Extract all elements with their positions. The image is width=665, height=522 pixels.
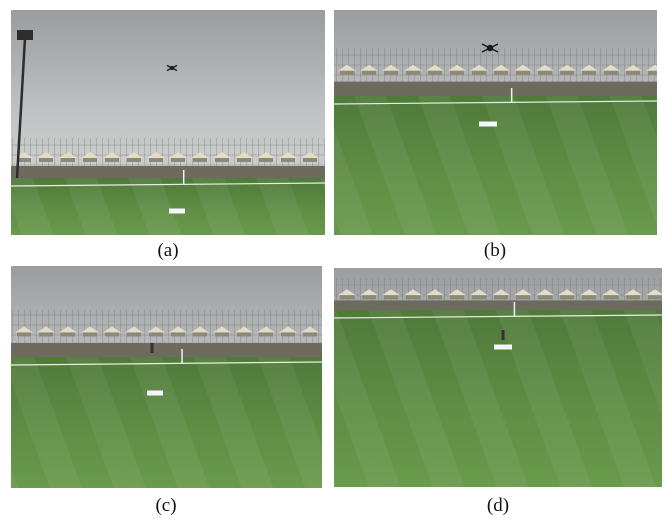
photo — [334, 268, 664, 487]
tent-base — [604, 295, 618, 299]
grass-stripes — [334, 96, 657, 235]
tent-base — [127, 332, 141, 336]
tent-base — [494, 71, 508, 75]
landing-pad — [494, 345, 512, 350]
floodlight — [17, 30, 33, 40]
tent-base — [171, 158, 185, 162]
figure: (a) (b) (c) (d) — [0, 0, 665, 522]
tent-base — [83, 158, 97, 162]
wall — [334, 300, 662, 310]
tent-base — [39, 158, 53, 162]
tent-base — [604, 71, 618, 75]
tent-base — [303, 332, 317, 336]
grass-stripes — [11, 178, 325, 235]
tent-base — [340, 71, 354, 75]
tent-base — [582, 71, 596, 75]
fence — [11, 310, 322, 343]
grass-stripes — [334, 310, 662, 487]
tent-base — [428, 295, 442, 299]
drone-body — [170, 66, 174, 70]
tent-base — [105, 332, 119, 336]
tent-base — [171, 332, 185, 336]
tent-base — [406, 71, 420, 75]
tent-base — [472, 71, 486, 75]
tent-base — [648, 295, 662, 299]
tent-base — [61, 158, 75, 162]
photo — [11, 10, 341, 235]
person — [502, 330, 505, 340]
tent-base — [450, 295, 464, 299]
tent-base — [17, 332, 31, 336]
tent-base — [494, 295, 508, 299]
tent-base — [83, 332, 97, 336]
tent-base — [362, 295, 376, 299]
tent-base — [472, 295, 486, 299]
tent-base — [538, 71, 552, 75]
tent-base — [193, 332, 207, 336]
landing-pad — [479, 122, 497, 127]
tent-base — [384, 295, 398, 299]
tent-base — [516, 71, 530, 75]
tent-base — [281, 158, 295, 162]
tent-base — [560, 295, 574, 299]
tent-base — [259, 158, 273, 162]
grass-stripes — [11, 357, 322, 488]
tent-base — [105, 158, 119, 162]
tent-base — [450, 71, 464, 75]
tent-base — [193, 158, 207, 162]
tent-base — [582, 295, 596, 299]
tent-base — [516, 295, 530, 299]
tent-base — [149, 332, 163, 336]
tent-base — [237, 158, 251, 162]
landing-pad — [147, 391, 163, 396]
caption: (b) — [484, 240, 506, 261]
tent-base — [384, 71, 398, 75]
photo — [334, 10, 664, 235]
landing-pad — [169, 209, 185, 214]
tent-base — [237, 332, 251, 336]
fence — [334, 48, 657, 82]
caption: (c) — [155, 495, 176, 516]
photo — [11, 266, 322, 488]
wall — [11, 166, 325, 178]
tent-base — [61, 332, 75, 336]
wall — [334, 82, 657, 96]
caption: (a) — [157, 240, 178, 261]
tent-base — [340, 295, 354, 299]
tent-base — [127, 158, 141, 162]
tent-base — [39, 332, 53, 336]
fence — [11, 138, 325, 166]
page: (a) (b) (c) (d) (() => { const data = JS… — [0, 0, 665, 522]
tent-base — [281, 332, 295, 336]
tent-base — [538, 295, 552, 299]
tent-base — [149, 158, 163, 162]
tent-base — [215, 158, 229, 162]
tent-base — [626, 295, 640, 299]
tent-base — [626, 71, 640, 75]
drone-body — [487, 45, 493, 51]
tent-base — [303, 158, 317, 162]
tent-base — [362, 71, 376, 75]
tent-base — [406, 295, 420, 299]
tent-base — [648, 71, 662, 75]
tent-base — [560, 71, 574, 75]
caption: (d) — [487, 495, 509, 516]
tent-base — [428, 71, 442, 75]
tent-base — [215, 332, 229, 336]
person — [151, 343, 154, 353]
wall — [11, 343, 322, 357]
tent-base — [259, 332, 273, 336]
